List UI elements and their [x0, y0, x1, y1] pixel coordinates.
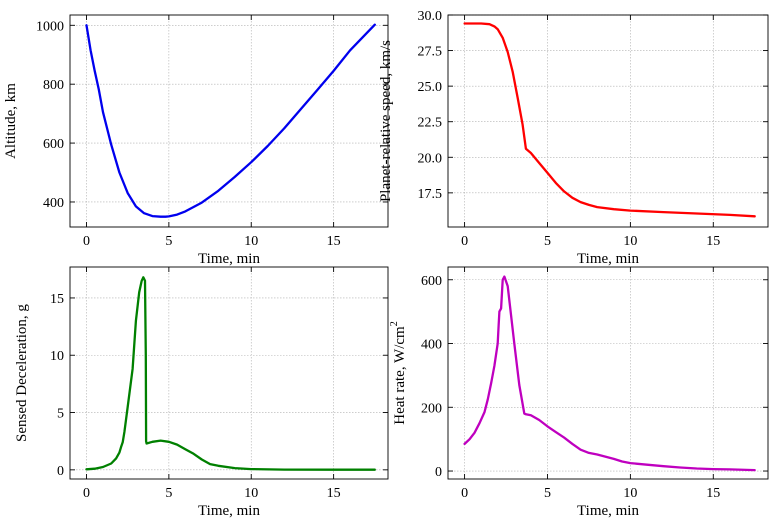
altitude-line: [85, 23, 376, 218]
altitude-panel: 0 5 10 15 400 600 800 1000 Time, min Altitude, …: [3, 14, 389, 267]
heat-rate-ticks: 0 5 10 15 0 200 400 600: [421, 267, 768, 501]
speed-x-tick-label-2: 10: [623, 234, 637, 249]
altitude-x-tick-label-0: 0: [83, 234, 90, 249]
heat-rate-y-tick-label-3: 600: [421, 274, 442, 289]
altitude-plot-frame: [69, 14, 389, 228]
speed-x-tick-label-0: 0: [461, 234, 468, 249]
speed-y-tick-label-4: 27.5: [418, 45, 443, 60]
altitude-ticks: 0 5 10 15 400 600 800 1000: [36, 15, 388, 249]
heat-rate-grid: [448, 267, 768, 479]
deceleration-x-tick-label-1: 5: [165, 486, 172, 501]
speed-y-tick-label-2: 22.5: [418, 116, 443, 131]
deceleration-panel: 0 5 10 15 0 5 10 15 Time, min Sensed Decelerati…: [14, 266, 389, 519]
deceleration-ticks: 0 5 10 15 0 5 10 15: [50, 267, 388, 501]
heat-rate-y-tick-label-1: 200: [421, 401, 442, 416]
altitude-y-axis-label: Altitude, km: [3, 83, 19, 159]
heat-rate-x-axis-label: Time, min: [577, 503, 639, 519]
heat-rate-line: [463, 275, 756, 472]
altitude-y-tick-label-3: 1000: [36, 19, 64, 34]
altitude-x-axis-label: Time, min: [198, 251, 260, 267]
speed-y-tick-label-1: 20.0: [418, 151, 443, 166]
speed-x-tick-label-3: 15: [706, 234, 720, 249]
heat-rate-x-tick-label-3: 15: [706, 486, 720, 501]
deceleration-x-tick-label-0: 0: [83, 486, 90, 501]
heat-rate-y-tick-label-0: 0: [435, 465, 442, 480]
heat-rate-x-tick-label-0: 0: [461, 486, 468, 501]
speed-panel: 0 5 10 15 17.5 20.0 22.5 25.0 27.5 30.0 Time, min…: [378, 9, 769, 267]
altitude-y-tick-label-1: 600: [43, 137, 64, 152]
deceleration-y-tick-label-1: 5: [57, 407, 64, 422]
deceleration-line: [85, 276, 376, 471]
heat-rate-x-tick-label-2: 10: [623, 486, 637, 501]
deceleration-y-tick-label-0: 0: [57, 464, 64, 479]
deceleration-x-axis-label: Time, min: [198, 503, 260, 519]
deceleration-plot-frame: [69, 266, 389, 480]
heat-rate-plot-frame: [447, 266, 769, 480]
deceleration-x-tick-label-3: 15: [327, 486, 341, 501]
speed-y-tick-label-5: 30.0: [418, 9, 443, 24]
altitude-grid: [70, 15, 388, 227]
heat-rate-y-axis-label: Heat rate, W/cm2: [389, 321, 408, 424]
altitude-x-tick-label-1: 5: [165, 234, 172, 249]
speed-y-tick-label-0: 17.5: [418, 187, 443, 202]
speed-ticks: 0 5 10 15 17.5 20.0 22.5 25.0 27.5 30.0: [418, 9, 768, 249]
speed-y-tick-label-3: 25.0: [418, 80, 443, 95]
deceleration-grid: [70, 267, 388, 479]
heat-rate-x-tick-label-1: 5: [544, 486, 551, 501]
speed-line: [463, 22, 756, 218]
deceleration-y-tick-label-2: 10: [50, 349, 64, 364]
altitude-x-tick-label-2: 10: [244, 234, 258, 249]
altitude-y-tick-label-0: 400: [43, 196, 64, 211]
heat-rate-y-axis-label-superscript: 2: [389, 321, 400, 326]
deceleration-x-tick-label-2: 10: [244, 486, 258, 501]
heat-rate-y-axis-label-main: Heat rate, W/cm: [392, 326, 408, 425]
altitude-x-tick-label-3: 15: [327, 234, 341, 249]
speed-x-axis-label: Time, min: [577, 251, 639, 267]
speed-grid: [448, 14, 768, 227]
speed-x-tick-label-1: 5: [544, 234, 551, 249]
deceleration-y-axis-label: Sensed Deceleration, g: [14, 304, 30, 442]
deceleration-y-tick-label-3: 15: [50, 292, 64, 307]
heat-rate-panel: 0 5 10 15 0 200 400 600 Time, min Heat rate, W/…: [389, 266, 769, 519]
speed-plot-frame: [447, 14, 769, 228]
speed-y-axis-label: Planet-relative speed, km/s: [378, 40, 394, 202]
heat-rate-y-tick-label-2: 400: [421, 338, 442, 353]
altitude-y-tick-label-2: 800: [43, 78, 64, 93]
